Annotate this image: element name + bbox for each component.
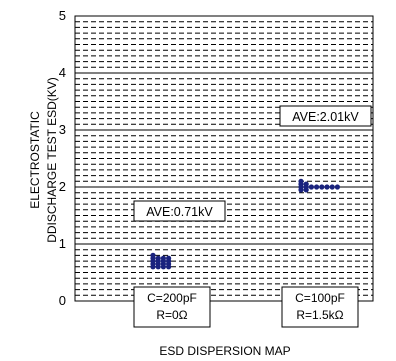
category-label-line: R=0Ω xyxy=(156,308,187,322)
y-tick-label: 2 xyxy=(59,179,66,194)
category-label-box xyxy=(281,286,359,328)
y-tick-label: 5 xyxy=(59,8,66,23)
data-point xyxy=(324,184,330,190)
data-point xyxy=(319,184,325,190)
average-annotations: AVE:0.71kV AVE:2.01kV xyxy=(133,105,372,222)
plot-area xyxy=(74,15,374,302)
y-tick-label: 1 xyxy=(59,236,66,251)
chart-title: ESD DISPERSION MAP xyxy=(159,344,290,358)
y-axis-title-line-1: ELECTROSTATIC xyxy=(28,111,42,209)
category-label-line: C=200pF xyxy=(147,291,197,305)
data-points xyxy=(150,178,340,270)
category-label-line: R=1.5kΩ xyxy=(296,308,343,322)
category-label-box xyxy=(133,286,211,328)
data-point xyxy=(303,181,309,187)
category-labels: C=200pF R=0Ω C=100pF R=1.5kΩ xyxy=(133,286,359,328)
average-label: AVE:2.01kV xyxy=(292,110,359,124)
data-point xyxy=(150,252,156,258)
data-point xyxy=(314,184,320,190)
average-label: AVE:0.71kV xyxy=(146,205,213,219)
y-axis-ticks: 0 1 2 3 4 5 xyxy=(59,8,66,308)
grid-lines xyxy=(75,21,373,296)
y-tick-label: 3 xyxy=(59,122,66,137)
data-point xyxy=(298,178,304,184)
data-point xyxy=(334,184,340,190)
data-point xyxy=(166,255,172,261)
data-point xyxy=(155,255,161,261)
data-point xyxy=(308,184,314,190)
y-tick-label: 4 xyxy=(59,65,66,80)
category-label-line: C=100pF xyxy=(295,291,345,305)
average-box xyxy=(133,200,226,222)
average-box xyxy=(279,105,372,127)
y-tick-label: 0 xyxy=(59,293,66,308)
data-point xyxy=(329,184,335,190)
y-axis-title-line-2: DDISCHARGE TEST ESD(KV) xyxy=(45,77,59,243)
data-point xyxy=(160,255,166,261)
